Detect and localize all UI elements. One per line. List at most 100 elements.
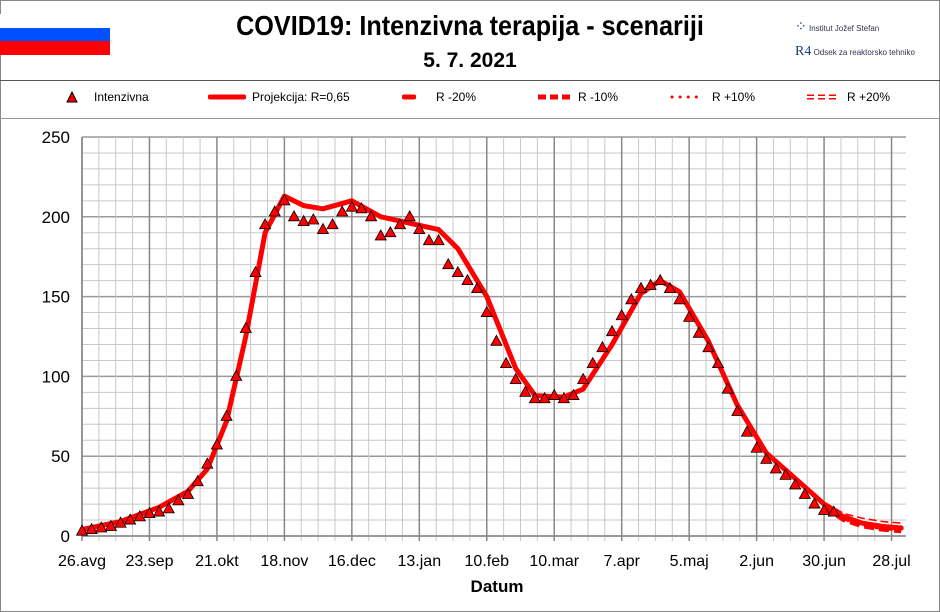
data-point-intenzivna: [287, 209, 301, 222]
data-point-intenzivna: [470, 281, 484, 294]
data-point-intenzivna: [779, 468, 792, 480]
data-point-intenzivna: [316, 222, 330, 234]
ijs-logo: ⁘ Institut Jožef Stefan: [795, 18, 880, 34]
data-point-intenzivna: [249, 265, 262, 278]
data-point-intenzivna: [210, 438, 224, 450]
data-point-intenzivna: [808, 497, 821, 509]
data-point-intenzivna: [191, 474, 204, 487]
x-tick-label: 21.okt: [195, 553, 239, 570]
data-point-intenzivna: [760, 452, 773, 464]
data-point-intenzivna: [162, 502, 175, 514]
legend: Intenzivna Projekcija: R=0,65 R -20% R -…: [0, 90, 940, 110]
legend-item-projekcija: Projekcija: R=0,65: [208, 90, 350, 104]
x-tick-label: 10.feb: [465, 553, 510, 570]
data-point-intenzivna: [625, 292, 638, 305]
data-point-intenzivna: [827, 505, 840, 517]
data-point-intenzivna: [413, 222, 426, 234]
data-point-intenzivna: [201, 457, 214, 469]
data-point-intenzivna: [673, 292, 686, 305]
data-point-intenzivna: [750, 441, 763, 453]
data-point-intenzivna: [336, 205, 349, 217]
y-tick-label: 150: [42, 288, 70, 307]
y-tick-label: 0: [61, 527, 70, 546]
data-point-intenzivna: [124, 513, 137, 525]
data-point-intenzivna: [538, 391, 551, 404]
y-tick-label: 250: [42, 128, 70, 147]
data-point-intenzivna: [133, 510, 147, 522]
data-point-intenzivna: [432, 233, 445, 246]
data-point-intenzivna: [731, 404, 744, 416]
legend-item-r-minus10: R -10%: [538, 90, 619, 104]
data-point-intenzivna: [268, 205, 281, 217]
x-tick-label: 10.mar: [529, 553, 579, 570]
data-point-intenzivna: [702, 340, 715, 353]
x-tick-label: 23.sep: [125, 553, 173, 570]
data-point-intenzivna: [490, 334, 503, 346]
data-point-intenzivna: [181, 487, 195, 499]
data-point-intenzivna: [769, 462, 783, 474]
data-point-intenzivna: [422, 233, 436, 246]
data-point-intenzivna: [480, 305, 493, 317]
data-point-intenzivna: [384, 225, 397, 238]
x-tick-label: 30.jun: [802, 553, 846, 570]
data-point-intenzivna: [220, 409, 233, 421]
x-tick-label: 2.jun: [739, 553, 774, 570]
x-tick-label: 7.apr: [603, 553, 640, 570]
x-axis-label: Datum: [471, 577, 524, 596]
legend-item-r-plus20: R +20%: [807, 90, 891, 104]
x-tick-label: 18.nov: [260, 553, 308, 570]
data-point-intenzivna: [692, 326, 705, 338]
y-tick-label: 200: [42, 208, 70, 227]
slovenia-flag: [0, 14, 110, 55]
data-point-intenzivna: [576, 372, 590, 384]
legend-item-r-plus10: R +10%: [670, 90, 756, 104]
data-point-intenzivna: [355, 201, 368, 214]
data-point-intenzivna: [644, 278, 657, 290]
legend-item-r-minus20: R -20%: [402, 90, 477, 104]
data-point-intenzivna: [374, 229, 387, 241]
y-tick-label: 100: [42, 367, 70, 386]
data-point-intenzivna: [663, 281, 677, 294]
data-point-intenzivna: [548, 388, 561, 400]
header-divider: [0, 80, 940, 81]
chart-date: 5. 7. 2021: [423, 49, 517, 72]
chart-title: COVID19: Intenzivna terapija - scenariji: [236, 10, 704, 41]
x-tick-label: 28.jul: [872, 553, 910, 570]
r4-logo: R4 Odsek za reaktorsko tehniko: [795, 44, 915, 59]
data-point-intenzivna: [461, 273, 474, 286]
data-point-intenzivna: [519, 385, 532, 397]
data-point-intenzivna: [528, 391, 542, 404]
y-tick-label: 50: [51, 447, 70, 466]
legend-divider: [0, 118, 940, 119]
x-tick-label: 16.dec: [328, 553, 376, 570]
data-point-intenzivna: [509, 372, 522, 384]
data-point-intenzivna: [278, 194, 291, 206]
x-tick-label: 5.maj: [670, 553, 709, 570]
data-point-intenzivna: [104, 519, 118, 531]
data-point-intenzivna: [297, 214, 310, 226]
data-point-intenzivna: [721, 382, 734, 394]
data-point-intenzivna: [817, 503, 831, 515]
data-point-intenzivna: [239, 321, 253, 333]
data-point-intenzivna: [711, 356, 725, 369]
data-point-intenzivna: [596, 340, 609, 353]
data-point-intenzivna: [326, 217, 339, 230]
data-point-intenzivna: [143, 506, 156, 519]
data-point-intenzivna: [798, 487, 811, 499]
data-point-intenzivna: [403, 209, 416, 222]
data-point-intenzivna: [258, 217, 272, 230]
data-point-intenzivna: [75, 524, 89, 536]
data-point-intenzivna: [499, 356, 513, 369]
data-point-intenzivna: [152, 505, 166, 517]
data-point-intenzivna: [345, 200, 359, 212]
data-point-intenzivna: [788, 478, 802, 490]
x-tick-label: 13.jan: [398, 553, 442, 570]
data-point-intenzivna: [114, 516, 127, 528]
data-point-intenzivna: [615, 308, 628, 321]
data-point-intenzivna: [172, 494, 185, 506]
data-point-intenzivna: [442, 257, 455, 270]
data-point-intenzivna: [682, 310, 696, 322]
data-point-intenzivna: [654, 273, 667, 286]
data-point-intenzivna: [85, 522, 98, 535]
x-tick-label: 26.avg: [58, 553, 106, 570]
